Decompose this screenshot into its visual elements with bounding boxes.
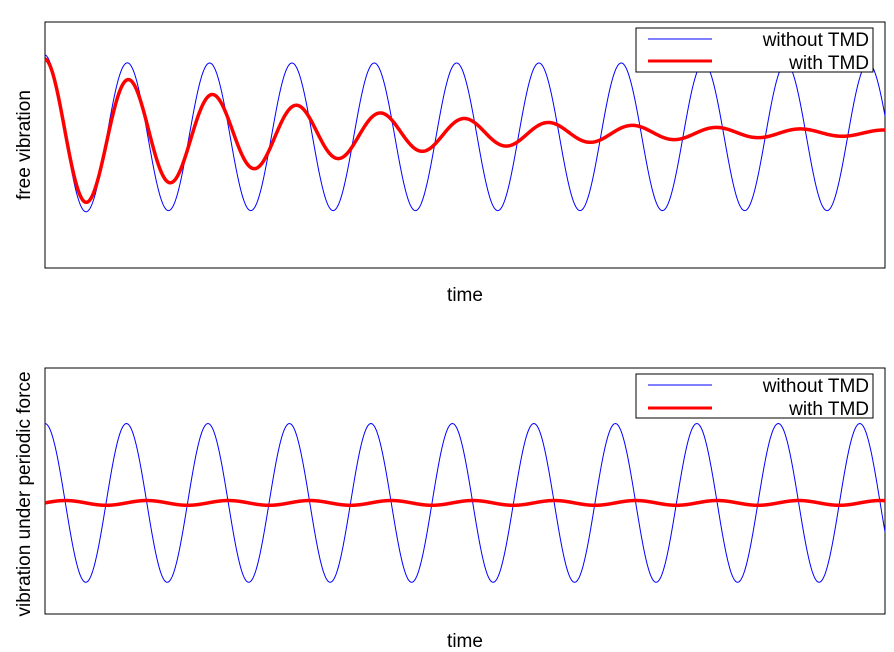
free-vibration-chart: without TMD with TMD time free vibration xyxy=(14,21,887,306)
legend-label-without-tmd: without TMD xyxy=(762,376,869,397)
series-line-without-tmd xyxy=(44,423,886,583)
legend-label-without-tmd: without TMD xyxy=(762,30,869,51)
legend: without TMD with TMD xyxy=(635,27,874,74)
series-line-with-tmd xyxy=(43,57,887,205)
legend-box xyxy=(635,27,874,73)
legend-box xyxy=(635,373,874,419)
y-axis-title: free vibration xyxy=(14,90,35,200)
x-axis-title: time xyxy=(447,285,483,306)
series-lines xyxy=(43,54,887,213)
x-axis-title: time xyxy=(447,631,483,652)
legend-label-with-tmd: with TMD xyxy=(788,53,869,74)
legend-label-with-tmd: with TMD xyxy=(788,399,869,420)
plot-area-frame xyxy=(44,21,886,269)
series-lines xyxy=(43,423,887,583)
legend: without TMD with TMD xyxy=(635,373,874,420)
series-line-with-tmd xyxy=(43,498,887,508)
forced-vibration-chart: without TMD with TMD time vibration unde… xyxy=(14,367,887,652)
y-axis-title: vibration under periodic force xyxy=(14,371,35,616)
plot-area-frame xyxy=(44,367,886,615)
series-line-without-tmd xyxy=(44,54,886,213)
